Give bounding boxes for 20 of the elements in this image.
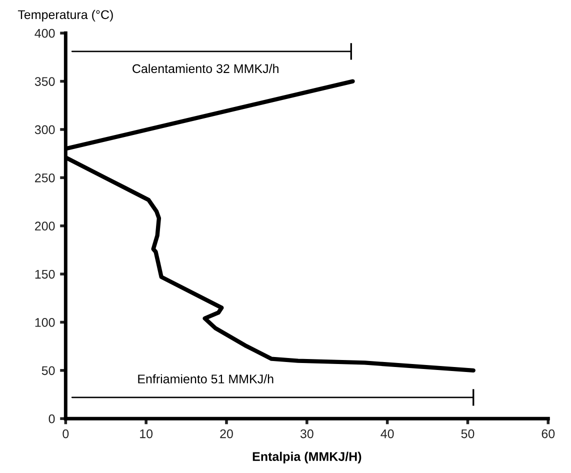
y-tick-label: 150 bbox=[35, 270, 55, 279]
y-tick-label: 250 bbox=[35, 173, 55, 182]
x-axis-title: Entalpia (MMKJ/H) bbox=[252, 452, 362, 464]
y-tick-label: 200 bbox=[35, 222, 55, 231]
annotation: Enfriamiento 51 MMKJ/h bbox=[138, 374, 274, 384]
y-tick-label: 50 bbox=[42, 366, 55, 376]
x-tick-label: 30 bbox=[300, 429, 314, 438]
y-tick-label: 350 bbox=[34, 77, 55, 86]
x-tick-label: 10 bbox=[140, 429, 153, 438]
y-tick-label: 0 bbox=[48, 414, 55, 424]
y-tick-label: 300 bbox=[34, 125, 55, 134]
x-tick-label: 50 bbox=[461, 429, 474, 438]
y-axis-title: Temperatura (°C) bbox=[18, 10, 113, 22]
x-tick-label: 40 bbox=[380, 429, 394, 438]
annotation: Calentamiento 32 MMKJ/h bbox=[132, 64, 278, 74]
y-tick-label: 400 bbox=[34, 28, 55, 38]
x-tick-label: 20 bbox=[220, 429, 233, 438]
y-tick-label: 100 bbox=[35, 318, 55, 327]
x-tick-label: 0 bbox=[62, 429, 69, 438]
x-tick-label: 60 bbox=[542, 429, 555, 438]
